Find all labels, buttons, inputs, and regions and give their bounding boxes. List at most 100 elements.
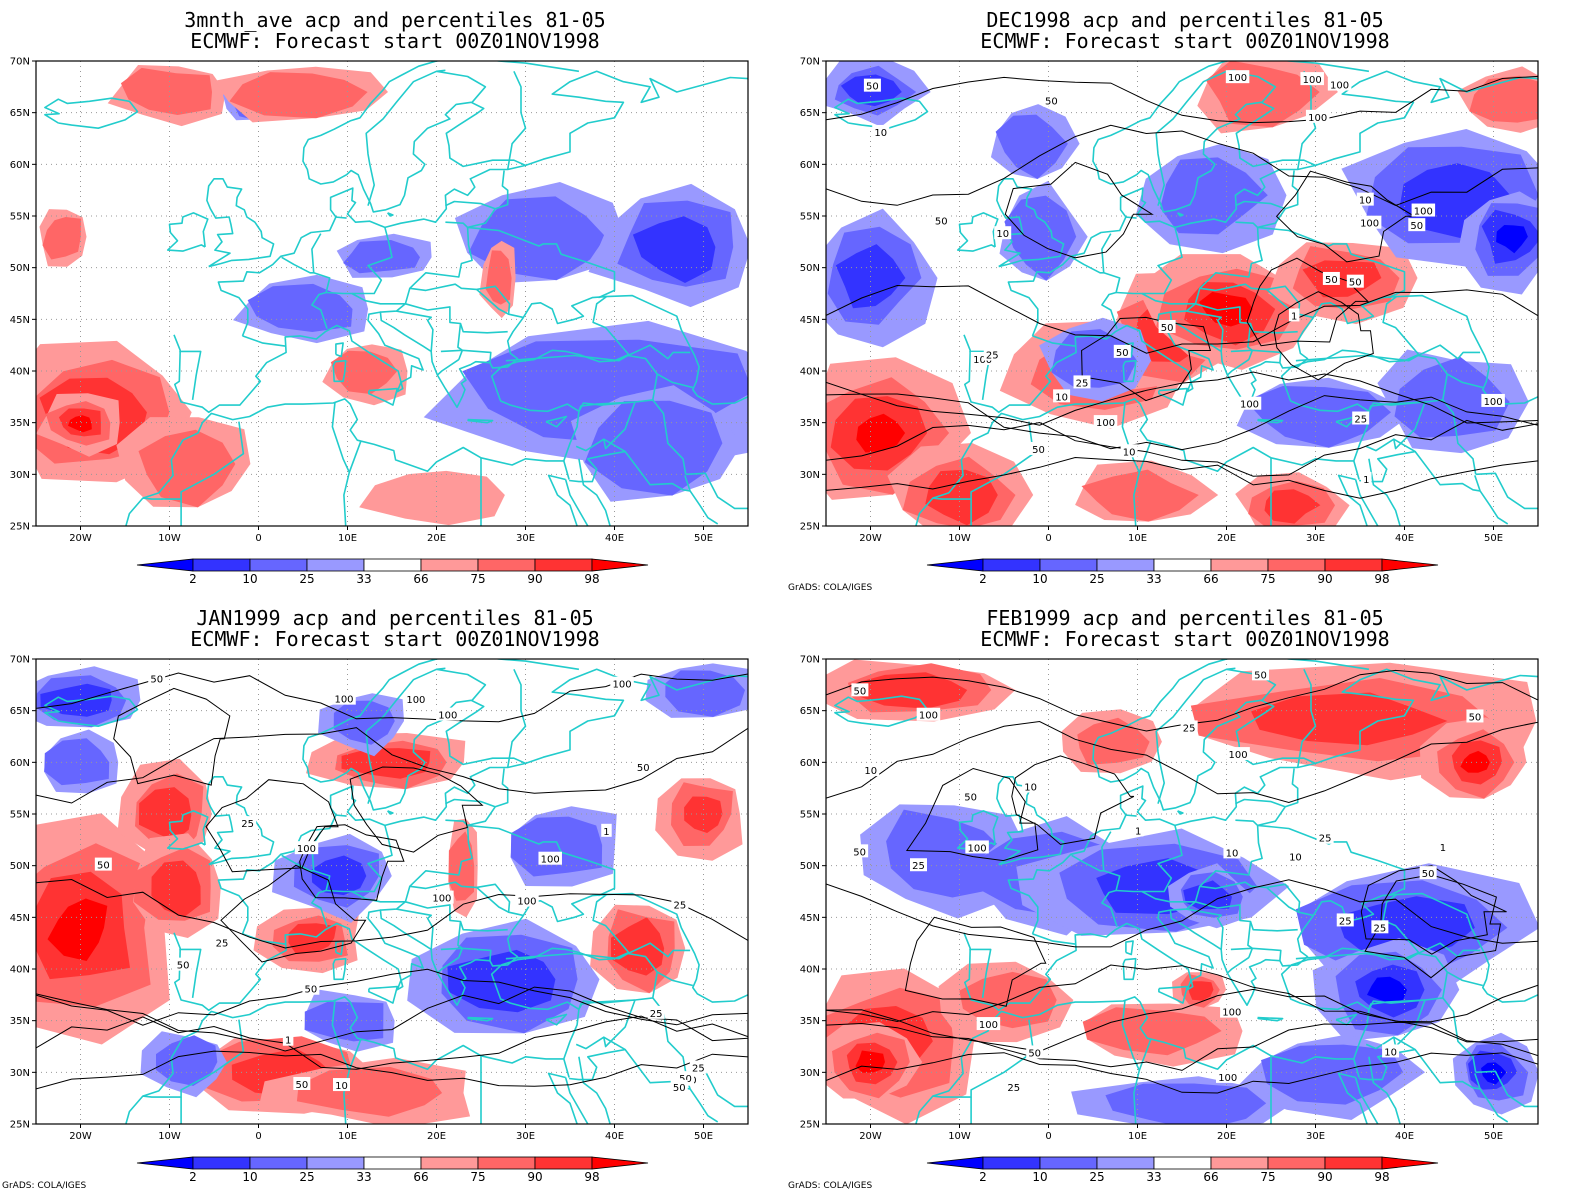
colorbar-label: 98 xyxy=(584,572,599,586)
lat-label: 50N xyxy=(800,861,820,872)
country-border xyxy=(624,451,691,492)
country-border xyxy=(334,814,347,817)
contour-line xyxy=(205,779,339,873)
lon-label: 20W xyxy=(859,533,882,544)
blue-anomaly-patch xyxy=(995,114,1068,179)
blue-anomaly-patch xyxy=(632,216,716,283)
contour-label-bg xyxy=(436,707,460,721)
lat-label: 40N xyxy=(800,965,820,976)
colorbar-segment xyxy=(192,558,251,572)
country-border xyxy=(1121,401,1141,526)
contour-label-bg xyxy=(910,858,928,872)
coastline xyxy=(386,212,394,217)
panel-title-line2: ECMWF: Forecast start 00Z01NOV1998 xyxy=(980,627,1390,651)
contour-lines: 1001001005010050100501001005050251005050… xyxy=(36,671,748,1094)
contour-label: 100 xyxy=(1229,750,1248,761)
coastline xyxy=(386,810,394,815)
country-border xyxy=(1124,814,1137,817)
lat-label: 70N xyxy=(10,655,30,666)
contour-label-bg xyxy=(1042,93,1060,107)
lon-label: 20W xyxy=(859,1131,882,1142)
panel-title-line1: JAN1999 acp and percentiles 81-05 xyxy=(196,606,594,630)
contour-line xyxy=(826,393,1538,451)
country-border xyxy=(436,70,487,103)
contour-label: 10 xyxy=(1359,196,1372,207)
contour-label: 100 xyxy=(1222,1008,1241,1019)
country-border xyxy=(1235,200,1286,210)
coastline xyxy=(547,1072,578,1124)
contour-label: 25 xyxy=(241,819,254,830)
country-border xyxy=(142,421,245,500)
contour-label-bg xyxy=(634,759,652,773)
contour-label-bg xyxy=(1022,779,1040,793)
grads-credit: GrADS: COLA/IGES xyxy=(788,583,873,593)
coastline xyxy=(1226,61,1370,73)
country-border xyxy=(348,1039,362,1071)
contour-line xyxy=(36,986,748,1052)
country-border xyxy=(969,948,992,999)
colorbar-label: 75 xyxy=(470,572,485,586)
contour-label: 1 xyxy=(1135,826,1141,837)
country-border xyxy=(1032,335,1077,347)
lat-label: 40N xyxy=(10,965,30,976)
contour-label-bg xyxy=(1158,319,1176,333)
panel-title-line1: DEC1998 acp and percentiles 81-05 xyxy=(986,8,1384,32)
country-border xyxy=(1368,401,1426,412)
country-border xyxy=(1071,256,1121,329)
colorbar-right-arrow xyxy=(591,558,649,572)
red-anomaly-patch xyxy=(925,469,998,526)
blue-anomaly-patch xyxy=(1245,386,1391,448)
contour-label-bg xyxy=(148,671,166,685)
country-border xyxy=(1414,1049,1481,1090)
contour-label: 100 xyxy=(541,855,560,866)
coastline xyxy=(368,985,399,1004)
coastline xyxy=(834,695,929,727)
country-border xyxy=(1353,1058,1360,1078)
shaded-field xyxy=(36,61,748,526)
contour-label: 50 xyxy=(97,861,110,872)
lat-label: 60N xyxy=(800,758,820,769)
contour-line xyxy=(36,878,748,949)
contour-label: 10 xyxy=(864,766,877,777)
map-content: 1001001001005025251005050100501050255025… xyxy=(800,655,1539,1142)
country-border xyxy=(1368,1056,1401,1124)
colorbar-label: 75 xyxy=(1260,1170,1275,1184)
colorbar-label: 2 xyxy=(979,1170,987,1184)
lon-label: 30E xyxy=(1306,1131,1325,1142)
contour-lines: 100 100 100 100 50 25 25 100 50 50 100 50 10 50 25 50 25… xyxy=(826,667,1538,1094)
coastline xyxy=(217,61,527,337)
lat-label: 30N xyxy=(800,1068,820,1079)
contour-label: 50 xyxy=(854,686,867,697)
country-border xyxy=(436,956,460,974)
contour-line xyxy=(826,720,1538,804)
blue-anomaly-patch xyxy=(886,809,1009,898)
country-border xyxy=(656,373,693,389)
contour-label-bg xyxy=(1093,415,1118,429)
coastline xyxy=(1475,472,1538,510)
coastline xyxy=(525,70,748,167)
contour-label-bg xyxy=(1226,747,1250,761)
contour-label-bg xyxy=(1223,845,1241,859)
colorbar-right-arrow xyxy=(1381,1156,1439,1170)
coastline xyxy=(125,295,630,526)
contour-label-bg xyxy=(1113,344,1131,358)
red-anomaly-patch xyxy=(359,470,505,526)
blue-anomaly-patch xyxy=(1105,1083,1267,1124)
colorbar-label: 75 xyxy=(470,1170,485,1184)
lon-label: 20E xyxy=(1217,533,1236,544)
contour-label: 1 xyxy=(1440,843,1446,854)
country-border xyxy=(569,1036,626,1081)
coastline xyxy=(545,1013,568,1026)
shaded-field: 100 100 100 100 50 100 50 50 100 50 100 50 100 100 50 2… xyxy=(826,61,1538,526)
contour-line xyxy=(826,456,1538,499)
contour-label-bg xyxy=(851,844,869,858)
lat-label: 40N xyxy=(10,367,30,378)
country-border xyxy=(1226,358,1250,376)
lat-label: 40N xyxy=(800,367,820,378)
contour-label-bg xyxy=(1357,215,1382,229)
contour-label: 50 xyxy=(1349,278,1362,289)
contour-line xyxy=(1273,291,1374,381)
blue-anomaly-patch xyxy=(247,283,353,332)
lon-label: 30E xyxy=(1306,533,1325,544)
map-frame xyxy=(825,60,1539,527)
